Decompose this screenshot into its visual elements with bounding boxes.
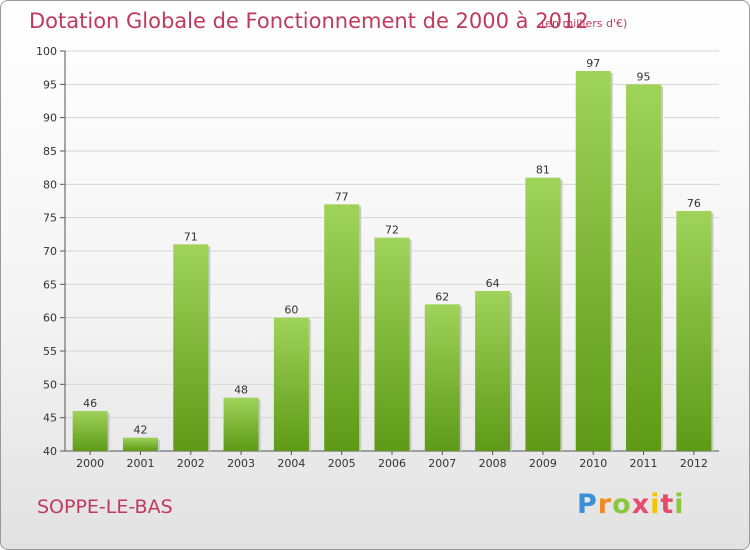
bars <box>72 71 714 451</box>
chart-title: Dotation Globale de Fonctionnement de 20… <box>29 9 589 33</box>
y-tick-label: 55 <box>43 345 57 358</box>
bar-value-label: 60 <box>284 304 298 317</box>
bar <box>626 84 662 451</box>
logo-letter: i <box>650 489 661 520</box>
y-tick-label: 85 <box>43 145 57 158</box>
x-tick-label: 2004 <box>277 457 305 470</box>
bar <box>173 244 209 451</box>
bar-value-label: 97 <box>586 57 600 70</box>
bar-value-label: 42 <box>133 424 147 437</box>
bar <box>575 71 611 451</box>
bar-value-label: 76 <box>687 197 701 210</box>
y-tick-label: 60 <box>43 312 57 325</box>
bar <box>72 411 108 451</box>
y-tick-label: 95 <box>43 78 57 91</box>
bar-value-label: 95 <box>637 70 651 83</box>
bar <box>676 211 712 451</box>
x-tick-label: 2009 <box>529 457 557 470</box>
y-tick-label: 100 <box>36 45 57 58</box>
x-tick-label: 2010 <box>579 457 607 470</box>
logo-letter: P <box>577 489 598 520</box>
y-tick-label: 70 <box>43 245 57 258</box>
bar <box>475 291 511 451</box>
bar-value-label: 62 <box>435 290 449 303</box>
bar-value-label: 77 <box>335 190 349 203</box>
y-tick-label: 90 <box>43 112 57 125</box>
y-tick-label: 75 <box>43 212 57 225</box>
x-tick-label: 2003 <box>227 457 255 470</box>
y-tick-label: 50 <box>43 378 57 391</box>
bar <box>223 397 259 451</box>
x-tick-label: 2006 <box>378 457 406 470</box>
labels: 46 2000 42 2001 71 2002 48 2003 60 2004 77 2005 72 20… <box>76 57 708 470</box>
x-tick-label: 2001 <box>126 457 154 470</box>
bar-value-label: 72 <box>385 224 399 237</box>
bar <box>374 237 410 451</box>
x-tick-label: 2005 <box>328 457 356 470</box>
bar-value-label: 48 <box>234 384 248 397</box>
bar <box>424 304 460 451</box>
proxiti-logo: Proxiti <box>577 489 685 520</box>
commune-name: SOPPE-LE-BAS <box>37 496 173 518</box>
x-tick-label: 2002 <box>177 457 205 470</box>
logo-letter: r <box>597 489 613 520</box>
axes: 40 45 50 55 60 65 70 75 80 85 90 95 100 <box>36 45 719 458</box>
x-tick-label: 2008 <box>479 457 507 470</box>
bar <box>122 437 158 451</box>
logo-letter: x <box>631 489 651 520</box>
logo-letter: o <box>612 489 632 520</box>
y-tick-label: 65 <box>43 278 57 291</box>
x-tick-label: 2000 <box>76 457 104 470</box>
bar <box>525 177 561 451</box>
logo-letter: t <box>660 489 675 520</box>
y-tick-label: 45 <box>43 412 57 425</box>
x-tick-label: 2007 <box>428 457 456 470</box>
bar-value-label: 46 <box>83 397 97 410</box>
chart-subtitle: (en milliers d'€) <box>541 17 628 30</box>
bar <box>273 317 309 451</box>
bar-value-label: 64 <box>486 277 500 290</box>
x-tick-label: 2011 <box>630 457 658 470</box>
logo-letter: i <box>674 489 685 520</box>
y-tick-label: 80 <box>43 178 57 191</box>
y-tick-label: 40 <box>43 445 57 458</box>
bar-value-label: 81 <box>536 164 550 177</box>
x-tick-label: 2012 <box>680 457 708 470</box>
bar <box>324 204 360 451</box>
bar-value-label: 71 <box>184 230 198 243</box>
